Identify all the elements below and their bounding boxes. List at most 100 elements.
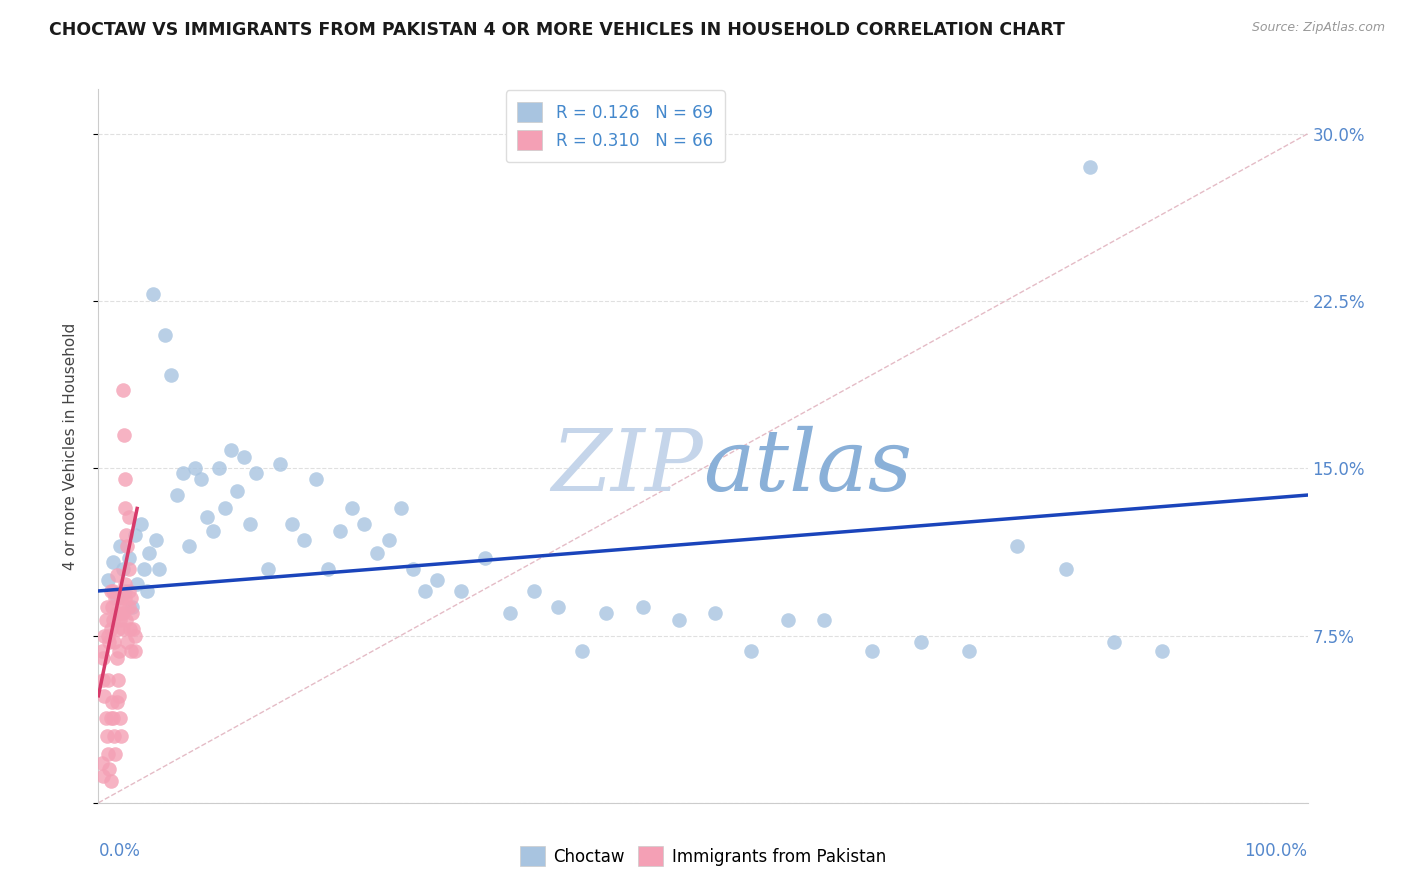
- Point: [98, 635, 121, 649]
- Point: [813, 613, 835, 627]
- Point: [148, 562, 170, 576]
- Point: [202, 524, 225, 538]
- Point: [107, 673, 129, 687]
- Point: [232, 450, 254, 464]
- Point: [776, 613, 799, 627]
- Point: [114, 473, 136, 487]
- Point: [103, 635, 125, 649]
- Point: [121, 607, 143, 621]
- Point: [402, 562, 425, 576]
- Point: [190, 473, 212, 487]
- Point: [1054, 562, 1077, 576]
- Legend: Choctaw, Immigrants from Pakistan: Choctaw, Immigrants from Pakistan: [513, 839, 893, 873]
- Point: [108, 539, 131, 553]
- Point: [103, 729, 125, 743]
- Point: [118, 562, 141, 576]
- Point: [115, 528, 138, 542]
- Point: [97, 673, 120, 687]
- Point: [1152, 644, 1174, 658]
- Point: [342, 501, 364, 516]
- Point: [153, 327, 176, 342]
- Point: [239, 516, 262, 531]
- Point: [91, 651, 114, 665]
- Point: [114, 583, 136, 598]
- Point: [112, 599, 135, 614]
- Point: [1102, 635, 1125, 649]
- Point: [122, 622, 145, 636]
- Point: [957, 644, 980, 658]
- Point: [221, 443, 243, 458]
- Point: [101, 613, 124, 627]
- Point: [118, 599, 141, 614]
- Point: [115, 613, 138, 627]
- Point: [256, 562, 278, 576]
- Point: [329, 524, 352, 538]
- Point: [292, 533, 315, 547]
- Point: [184, 461, 207, 475]
- Point: [138, 546, 160, 560]
- Point: [1078, 161, 1101, 175]
- Legend: R = 0.126   N = 69, R = 0.310   N = 66: R = 0.126 N = 69, R = 0.310 N = 66: [506, 90, 724, 161]
- Point: [111, 562, 134, 576]
- Point: [135, 583, 157, 598]
- Point: [860, 644, 883, 658]
- Point: [94, 711, 117, 725]
- Point: [100, 773, 122, 788]
- Point: [547, 599, 569, 614]
- Point: [94, 613, 117, 627]
- Point: [108, 689, 131, 703]
- Point: [114, 577, 136, 591]
- Text: Source: ZipAtlas.com: Source: ZipAtlas.com: [1251, 21, 1385, 35]
- Point: [160, 368, 183, 382]
- Point: [316, 562, 339, 576]
- Point: [101, 555, 124, 569]
- Point: [108, 607, 131, 621]
- Point: [366, 546, 388, 560]
- Point: [595, 607, 617, 621]
- Point: [389, 501, 412, 516]
- Point: [910, 635, 932, 649]
- Point: [100, 622, 122, 636]
- Point: [97, 747, 120, 761]
- Point: [114, 591, 136, 605]
- Point: [631, 599, 654, 614]
- Point: [97, 573, 120, 587]
- Point: [120, 644, 142, 658]
- Point: [208, 461, 231, 475]
- Point: [704, 607, 727, 621]
- Point: [166, 488, 188, 502]
- Point: [91, 756, 114, 770]
- Text: 0.0%: 0.0%: [98, 842, 141, 860]
- Point: [111, 622, 134, 636]
- Point: [226, 483, 249, 498]
- Point: [91, 644, 114, 658]
- Point: [100, 599, 122, 614]
- Point: [91, 769, 114, 783]
- Point: [668, 613, 690, 627]
- Point: [105, 651, 128, 665]
- Point: [124, 528, 146, 542]
- Point: [112, 427, 135, 442]
- Point: [179, 539, 201, 553]
- Point: [450, 583, 472, 598]
- Point: [413, 583, 436, 598]
- Point: [105, 568, 128, 582]
- Point: [1007, 539, 1029, 553]
- Point: [96, 729, 118, 743]
- Point: [110, 591, 132, 605]
- Point: [104, 747, 127, 761]
- Point: [100, 696, 122, 710]
- Text: CHOCTAW VS IMMIGRANTS FROM PAKISTAN 4 OR MORE VEHICLES IN HOUSEHOLD CORRELATION : CHOCTAW VS IMMIGRANTS FROM PAKISTAN 4 OR…: [49, 21, 1066, 39]
- Point: [269, 457, 291, 471]
- Point: [118, 583, 141, 598]
- Point: [305, 473, 328, 487]
- Point: [105, 696, 128, 710]
- Point: [118, 510, 141, 524]
- Text: atlas: atlas: [703, 426, 912, 508]
- Point: [498, 607, 520, 621]
- Point: [474, 550, 496, 565]
- Point: [104, 591, 127, 605]
- Point: [121, 599, 143, 614]
- Point: [571, 644, 593, 658]
- Point: [134, 562, 156, 576]
